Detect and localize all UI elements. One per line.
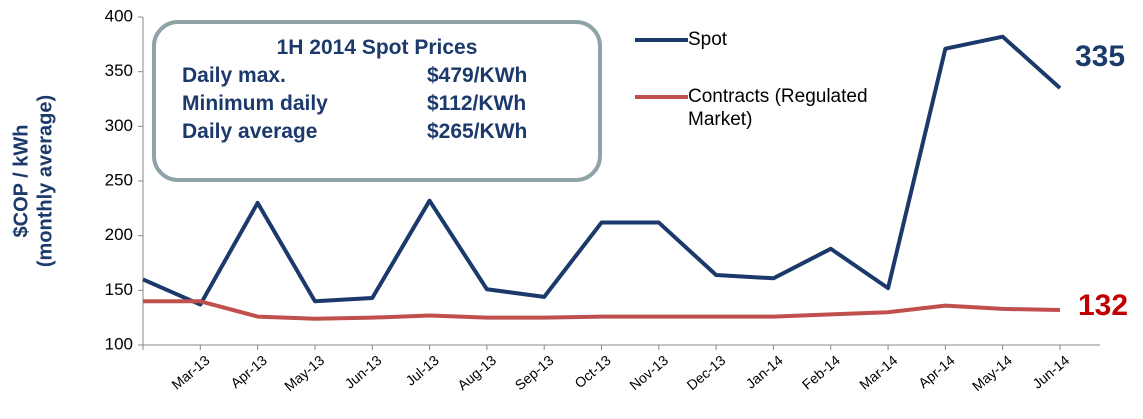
x-tick-label: Nov-13: [626, 352, 671, 393]
y-tick-label: 400: [105, 6, 133, 25]
y-tick-label: 100: [105, 334, 133, 353]
y-tick-label: 200: [105, 225, 133, 244]
x-tick-label: Sep-13: [512, 352, 557, 393]
x-tick-label: Apr-13: [227, 352, 270, 391]
box-value: $479/KWh: [427, 64, 528, 87]
x-tick-label: Jan-14: [743, 352, 786, 392]
x-tick-label: Aug-13: [454, 352, 499, 393]
x-tick-label: Dec-13: [684, 352, 729, 393]
x-tick-label: Mar-14: [856, 352, 900, 393]
x-tick-label: May-13: [281, 352, 327, 394]
box-value: $265/KWh: [427, 120, 528, 143]
box-label: Minimum daily: [182, 92, 328, 115]
y-axis-label: $COP / kWh: [10, 125, 32, 238]
box-label: Daily average: [182, 120, 318, 143]
x-tick-label: Jun-13: [341, 352, 384, 392]
x-tick-label: Oct-13: [571, 352, 614, 391]
box-title: 1H 2014 Spot Prices: [276, 36, 478, 59]
y-axis-label: (monthly average): [34, 95, 56, 267]
box-label: Daily max.: [182, 64, 286, 87]
legend-label: Spot: [688, 29, 728, 50]
x-tick-label: Jun-14: [1029, 352, 1072, 392]
x-tick-label: Jul-13: [402, 352, 442, 389]
y-tick-label: 350: [105, 61, 133, 80]
x-tick-label: Mar-13: [168, 352, 212, 393]
info-box: 1H 2014 Spot Prices Daily max. $479/KWh M…: [152, 20, 602, 182]
annotation: 132: [1078, 289, 1128, 322]
y-tick-label: 150: [105, 280, 133, 299]
y-tick-label: 250: [105, 170, 133, 189]
x-tick-label: Apr-14: [915, 352, 958, 391]
x-tick-label: Feb-14: [799, 352, 843, 393]
x-tick-label: May-14: [969, 352, 1015, 394]
box-value: $112/KWh: [427, 92, 527, 115]
series-line: [143, 299, 1061, 321]
y-tick-label: 300: [105, 116, 133, 135]
annotation: 335: [1075, 40, 1125, 73]
legend-label: Contracts (Regulated Market): [688, 86, 868, 130]
series-line: [142, 34, 1062, 307]
